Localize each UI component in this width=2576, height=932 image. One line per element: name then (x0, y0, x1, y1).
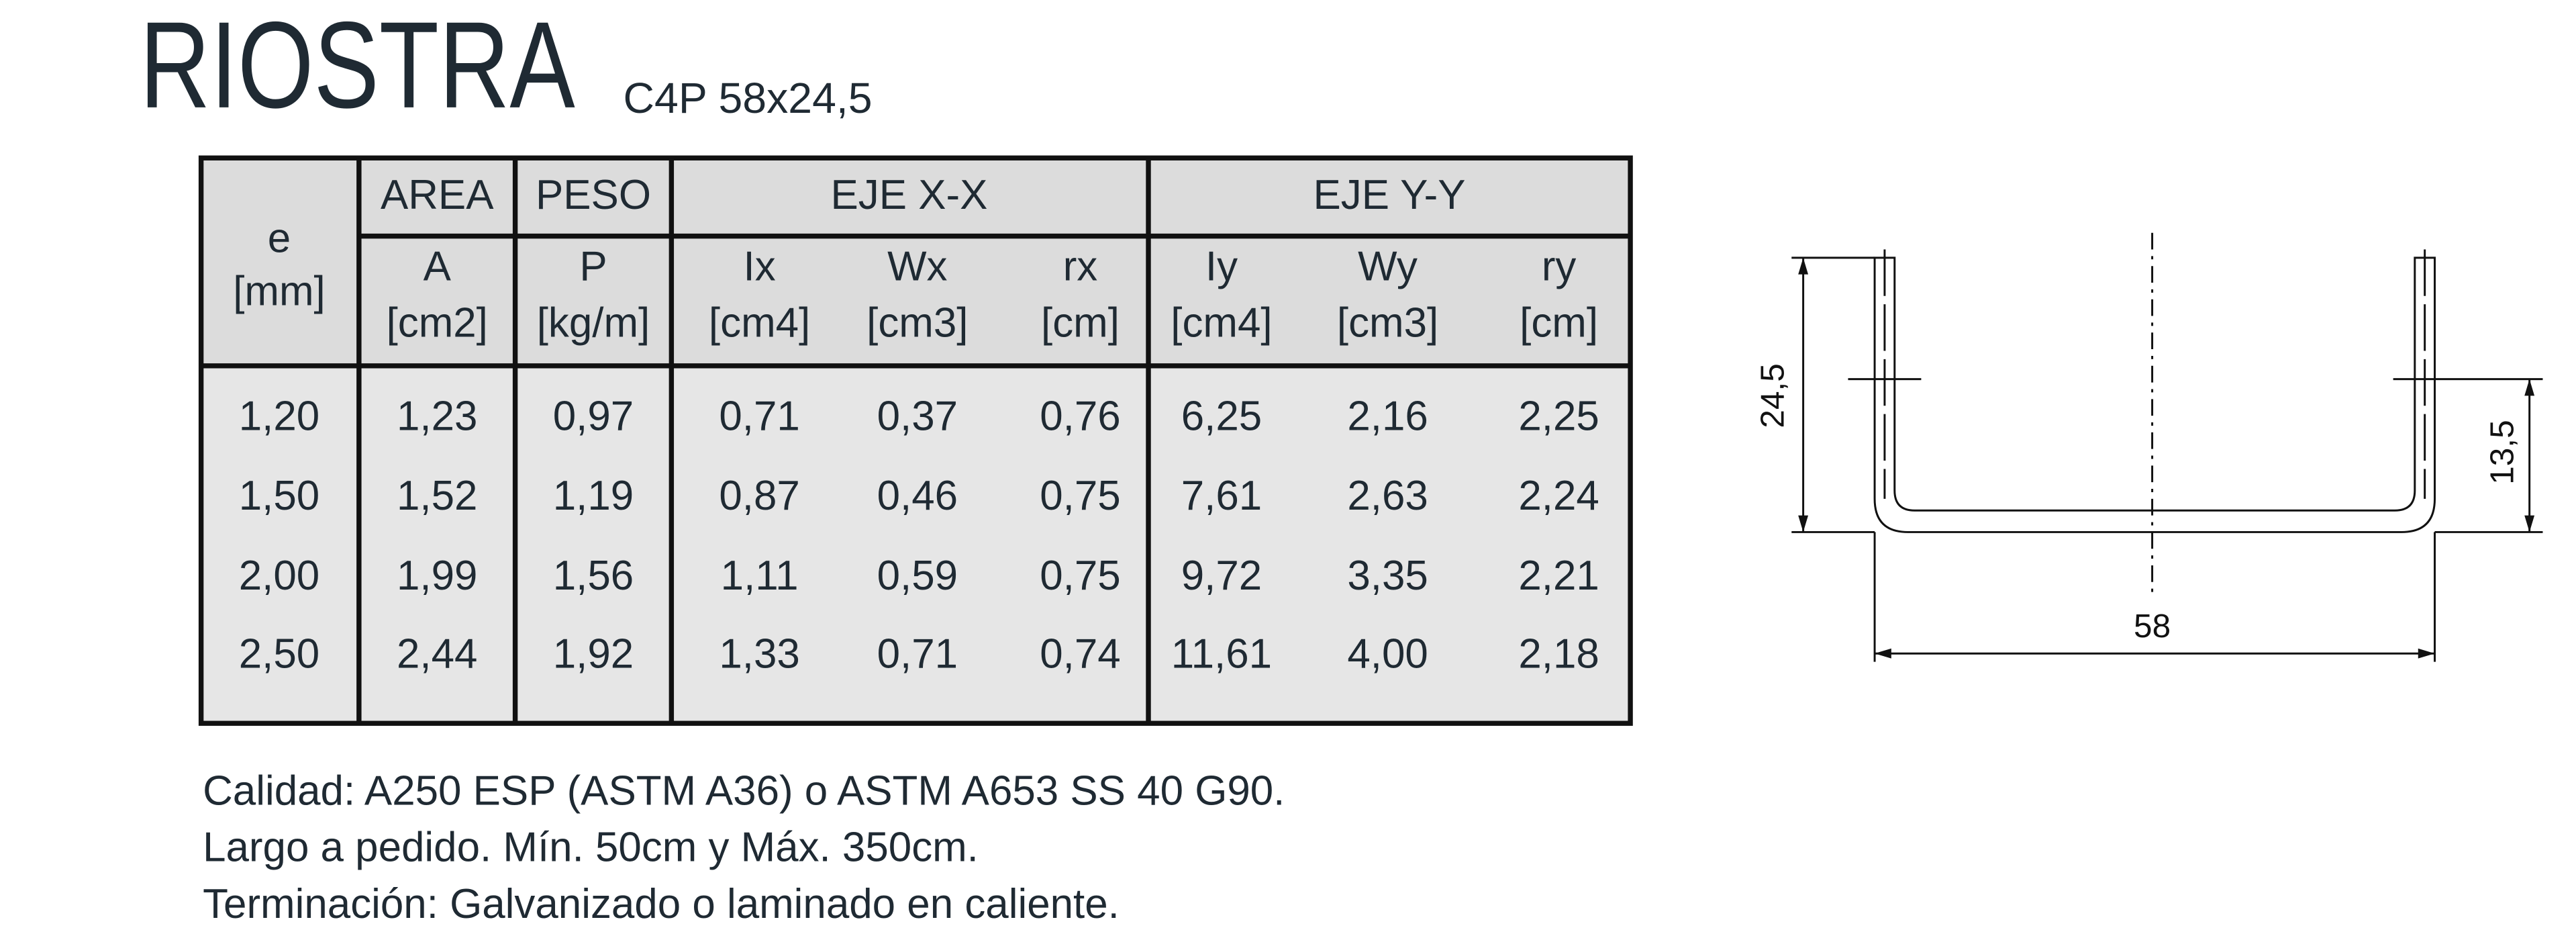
table-cell: 0,59 (877, 553, 958, 599)
dimension-label: 24,5 (1754, 363, 1791, 428)
table: AREA PESO EJE X-X EJE Y-Y e [mm] A [cm2] P [kg/m]… (198, 155, 1633, 726)
table-cell: 1,56 (553, 553, 634, 599)
dimension-label: 58 (2134, 608, 2171, 645)
column-unit: [cm2] (387, 300, 488, 346)
table-cell: 0,71 (877, 631, 958, 678)
table-cell: 1,20 (239, 393, 319, 439)
arrowheads (2524, 379, 2535, 532)
column-unit: [cm4] (709, 300, 810, 346)
table-cell: 1,23 (397, 393, 477, 439)
notes: Calidad: A250 ESP (ASTM A36) o ASTM A653… (203, 768, 1285, 927)
group-header: EJE Y-Y (1314, 172, 1466, 218)
table-cell: 0,75 (1040, 473, 1120, 519)
table-body-bg (201, 365, 1631, 724)
table-cell: 2,18 (1518, 631, 1599, 678)
column-symbol: A (424, 244, 452, 290)
column-symbol: Wy (1358, 244, 1418, 290)
table-cell: 0,74 (1040, 631, 1120, 678)
group-header: EJE X-X (831, 172, 988, 218)
column-symbol: Ix (744, 244, 776, 290)
table-cell: 1,52 (397, 473, 477, 519)
group-header: PESO (536, 172, 651, 218)
table-cell: 2,63 (1347, 473, 1428, 519)
table-cell: 4,00 (1347, 631, 1428, 678)
table-cell: 2,00 (239, 553, 319, 599)
table-cell: 1,50 (239, 473, 319, 519)
table-cell: 2,24 (1518, 473, 1599, 519)
column-symbol: Wx (887, 244, 947, 290)
table-cell: 2,50 (239, 631, 319, 678)
title: RIOSTRA (140, 0, 575, 134)
table-cell: 2,21 (1518, 553, 1599, 599)
column-unit: [cm] (1041, 300, 1120, 346)
table-cell: 0,71 (719, 393, 799, 439)
note-line: Largo a pedido. Mín. 50cm y Máx. 350cm. (203, 825, 979, 871)
column-symbol: e (268, 215, 291, 261)
table-cell: 6,25 (1181, 393, 1262, 439)
column-unit: [cm3] (866, 300, 968, 346)
subtitle: C4P 58x24,5 (624, 74, 873, 122)
column-symbol: rx (1063, 244, 1098, 290)
table-header-bg (201, 158, 1631, 366)
table-cell: 0,37 (877, 393, 958, 439)
table-cell: 1,99 (397, 553, 477, 599)
table-cell: 1,19 (553, 473, 634, 519)
column-unit: [cm] (1520, 300, 1598, 346)
table-cell: 0,97 (553, 393, 634, 439)
table-cell: 7,61 (1181, 473, 1262, 519)
table-cell: 2,16 (1347, 393, 1428, 439)
table-cell: 1,92 (553, 631, 634, 678)
table-cell: 2,25 (1518, 393, 1599, 439)
dimension-label: 13,5 (2484, 420, 2521, 484)
table-cell: 1,33 (719, 631, 799, 678)
table-cell: 1,11 (721, 553, 799, 599)
table-cell: 3,35 (1347, 553, 1428, 599)
table-cell: 2,44 (397, 631, 477, 678)
note-line: Terminación: Galvanizado o laminado en c… (203, 881, 1120, 927)
channel-profile (1873, 257, 2436, 533)
column-symbol: Iy (1205, 244, 1238, 290)
table-cell: 0,87 (719, 473, 799, 519)
note-line: Calidad: A250 ESP (ASTM A36) o ASTM A653… (203, 768, 1285, 814)
column-symbol: ry (1542, 244, 1577, 290)
group-header: AREA (381, 172, 494, 218)
column-unit: [cm4] (1171, 300, 1272, 346)
column-symbol: P (579, 244, 607, 290)
table-cell: 0,46 (877, 473, 958, 519)
column-unit: [kg/m] (537, 300, 650, 346)
table-cell: 11,61 (1171, 631, 1272, 678)
table-cell: 9,72 (1181, 553, 1262, 599)
table-cell: 0,76 (1040, 393, 1120, 439)
table-borders (198, 155, 1633, 726)
table-cell: 0,75 (1040, 553, 1120, 599)
column-unit: [cm3] (1337, 300, 1438, 346)
profile-drawing: 24,5 13,5 58 (1754, 232, 2543, 662)
column-unit: [mm] (233, 269, 326, 315)
